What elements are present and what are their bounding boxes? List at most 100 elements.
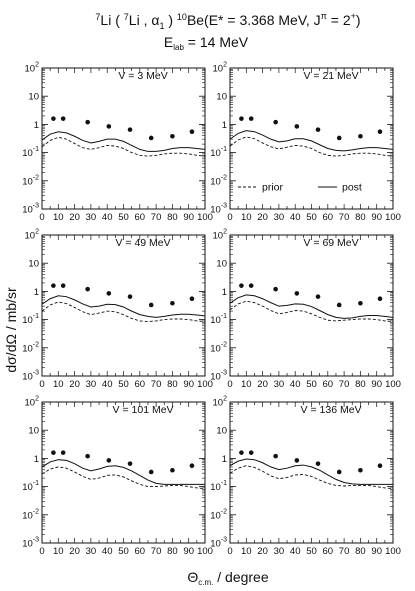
panel-3-y-tick-label: 1 xyxy=(34,287,39,298)
panel-2: 102 10 1 10-1 10-2 10-30 10 20 30 40 50 60 70 80 90 100… xyxy=(210,62,401,224)
panel-1-x-tick-label: 20 xyxy=(69,212,80,223)
panel-4-data-point xyxy=(273,286,278,292)
panel-4-label: V = 69 MeV xyxy=(303,237,358,249)
panel-2-data-point xyxy=(358,133,363,139)
panel-2-x-tick-label: 10 xyxy=(241,212,252,223)
panel-1-data-point xyxy=(189,129,195,135)
panel-5-x-tick-label: 0 xyxy=(39,546,44,557)
panel-6-data-point xyxy=(336,469,342,475)
panel-3-x-tick-label: 60 xyxy=(135,379,146,390)
panel-2-data-point xyxy=(239,116,244,121)
panel-4: 102 10 1 10-1 10-2 10-30 10 20 30 40 50 60 70 80 90 100… xyxy=(210,229,401,391)
panel-6-data-point xyxy=(315,461,321,466)
panel-3-y-tick-label: 10-3 xyxy=(22,370,39,383)
panel-6-prior-curve xyxy=(230,465,393,490)
panel-2-y-tick-label: 10-3 xyxy=(210,203,227,216)
panel-6-x-tick-label: 10 xyxy=(241,546,252,557)
panel-2-x-tick-label: 20 xyxy=(257,212,268,223)
panel-3-x-tick-label: 0 xyxy=(39,379,44,390)
panel-6-y-tick-label: 10-3 xyxy=(210,537,227,550)
panel-1-x-tick-label: 90 xyxy=(183,212,194,223)
panel-4-data-point xyxy=(377,296,383,302)
legend-prior-label: prior xyxy=(262,182,284,194)
panel-4-post-curve xyxy=(230,294,393,319)
panel-5-y-tick-label: 1 xyxy=(34,454,39,465)
panel-2-x-tick-label: 100 xyxy=(385,212,401,223)
panel-2-x-tick-label: 80 xyxy=(355,212,366,223)
panel-2-x-tick-label: 30 xyxy=(274,212,285,223)
panel-2-x-tick-label: 40 xyxy=(290,212,301,223)
panel-2-x-tick-label: 0 xyxy=(227,212,232,223)
panel-6-x-tick-label: 70 xyxy=(339,546,350,557)
panel-5-x-tick-label: 100 xyxy=(197,546,213,557)
panel-3-x-tick-label: 70 xyxy=(151,379,162,390)
panel-3-post-curve xyxy=(42,295,205,318)
panel-5-data-point xyxy=(170,467,175,473)
panel-1-x-tick-label: 30 xyxy=(86,212,97,223)
panel-6-x-tick-label: 40 xyxy=(290,546,301,557)
panel-4-frame xyxy=(229,234,394,377)
panel-6-x-tick-label: 20 xyxy=(257,546,268,557)
panel-3: 102 10 1 10-1 10-2 10-30 10 20 30 40 50 60 70 80 90 100… xyxy=(22,229,213,391)
panel-1-x-tick-label: 0 xyxy=(39,212,44,223)
panel-3-y-tick-label: 10 xyxy=(28,259,39,270)
panel-3-data-point xyxy=(85,286,90,292)
panel-3-x-tick-label: 100 xyxy=(197,379,213,390)
panel-6-label: V = 136 MeV xyxy=(301,404,362,416)
legend-post-label: post xyxy=(342,182,362,194)
panel-5-prior-curve xyxy=(42,466,205,490)
panel-5-x-tick-label: 40 xyxy=(102,546,113,557)
panel-1-data-point xyxy=(60,116,66,121)
panel-6-x-tick-label: 50 xyxy=(306,546,317,557)
panel-4-y-tick-label: 10-1 xyxy=(210,313,227,326)
panel-1-y-tick-label: 10-1 xyxy=(22,146,39,159)
panel-3-y-tick-label: 102 xyxy=(25,229,40,242)
panel-3-label: V = 49 MeV xyxy=(115,237,170,249)
panel-5-x-tick-label: 60 xyxy=(135,546,146,557)
panel-1-data-point xyxy=(127,127,133,132)
panel-4-y-tick-label: 10-2 xyxy=(210,341,227,354)
panel-3-x-tick-label: 10 xyxy=(53,379,64,390)
panel-5-x-tick-label: 70 xyxy=(151,546,162,557)
panel-3-x-tick-label: 20 xyxy=(69,379,80,390)
panel-5-label: V = 101 MeV xyxy=(113,404,174,416)
panel-1-data-point xyxy=(51,116,56,121)
figure-title-line1: 7Li ( 7Li , α1 ) 10Be(E* = 3.368 MeV, Jπ… xyxy=(95,11,360,31)
panel-4-x-tick-label: 50 xyxy=(306,379,317,390)
panel-2-x-tick-label: 60 xyxy=(323,212,334,223)
panel-1: 102 10 1 10-1 10-2 10-30 10 20 30 40 50 60 70 80 90 100… xyxy=(22,62,213,224)
panel-6-y-tick-label: 10-1 xyxy=(210,480,227,493)
panel-1-x-tick-label: 50 xyxy=(118,212,129,223)
panel-5-x-tick-label: 90 xyxy=(183,546,194,557)
panel-2-label: V = 21 MeV xyxy=(303,70,358,82)
panel-5-y-tick-label: 10-3 xyxy=(22,537,39,550)
panel-6-data-point xyxy=(248,450,254,455)
panel-5-x-tick-label: 80 xyxy=(167,546,178,557)
panel-4-data-point xyxy=(336,302,342,308)
panel-5-data-point xyxy=(127,461,133,466)
panel-6-data-point xyxy=(294,458,300,463)
panel-4-data-point xyxy=(315,294,321,299)
panel-1-data-point xyxy=(85,119,90,125)
panel-4-data-point xyxy=(239,283,244,288)
panel-1-data-point xyxy=(106,124,112,129)
panel-3-y-tick-label: 10-1 xyxy=(22,313,39,326)
panel-3-prior-curve xyxy=(42,301,205,323)
panel-5-x-tick-label: 50 xyxy=(118,546,129,557)
panel-1-x-tick-label: 40 xyxy=(102,212,113,223)
panel-1-prior-curve xyxy=(42,136,205,157)
panel-1-y-tick-label: 10-3 xyxy=(22,203,39,216)
panel-6-data-point xyxy=(377,463,383,469)
panel-3-data-point xyxy=(148,302,154,308)
panel-4-x-tick-label: 80 xyxy=(355,379,366,390)
panel-5-data-point xyxy=(51,450,56,455)
panel-2-data-point xyxy=(248,116,254,121)
panel-5-data-point xyxy=(85,453,90,459)
panel-1-x-tick-label: 100 xyxy=(197,212,213,223)
panel-1-x-tick-label: 10 xyxy=(53,212,64,223)
panel-3-data-point xyxy=(60,283,66,288)
panel-4-data-point xyxy=(358,300,363,306)
panel-5-y-tick-label: 10 xyxy=(28,426,39,437)
